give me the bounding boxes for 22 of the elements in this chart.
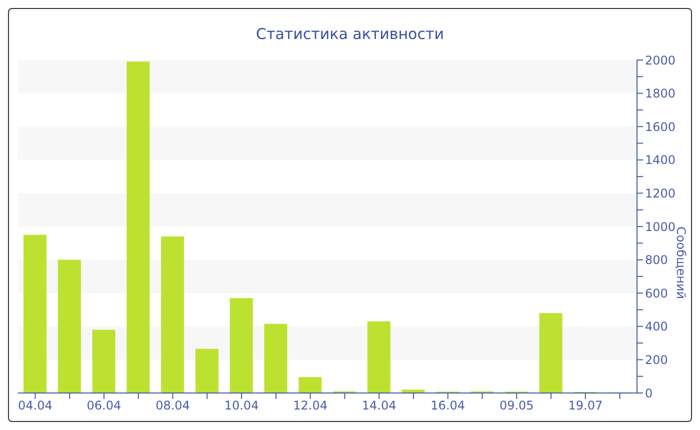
x-tick-label: 14.04 [362, 398, 396, 413]
y-tick-label: 600 [645, 286, 668, 300]
x-tick-label: 10.04 [224, 398, 259, 413]
y-tick-label: 400 [645, 320, 668, 334]
x-tick-label: 08.04 [156, 398, 190, 413]
y-tick-label: 200 [645, 352, 668, 367]
x-tick-label: 19.07 [568, 398, 603, 413]
y-tick-label: 1200 [645, 186, 676, 200]
y-tick-label: 1600 [645, 120, 676, 134]
y-tick-label: 1800 [645, 86, 676, 101]
x-tick-label: 04.04 [18, 398, 52, 413]
y-tick-label: 1400 [645, 153, 676, 168]
y-tick-label: 0 [645, 386, 653, 400]
y-tick-label: 1000 [645, 220, 676, 234]
y-tick-label: 800 [645, 253, 668, 268]
x-tick-label: 06.04 [86, 398, 122, 413]
x-tick-label: 09.05 [499, 398, 534, 413]
x-tick-label: 12.04 [293, 398, 328, 413]
y-axis-title: Сообщений [674, 226, 688, 300]
y-tick-label: 2000 [645, 53, 676, 68]
chart-title: Статистика активности [255, 25, 445, 43]
x-tick-label: 16.04 [430, 398, 466, 413]
